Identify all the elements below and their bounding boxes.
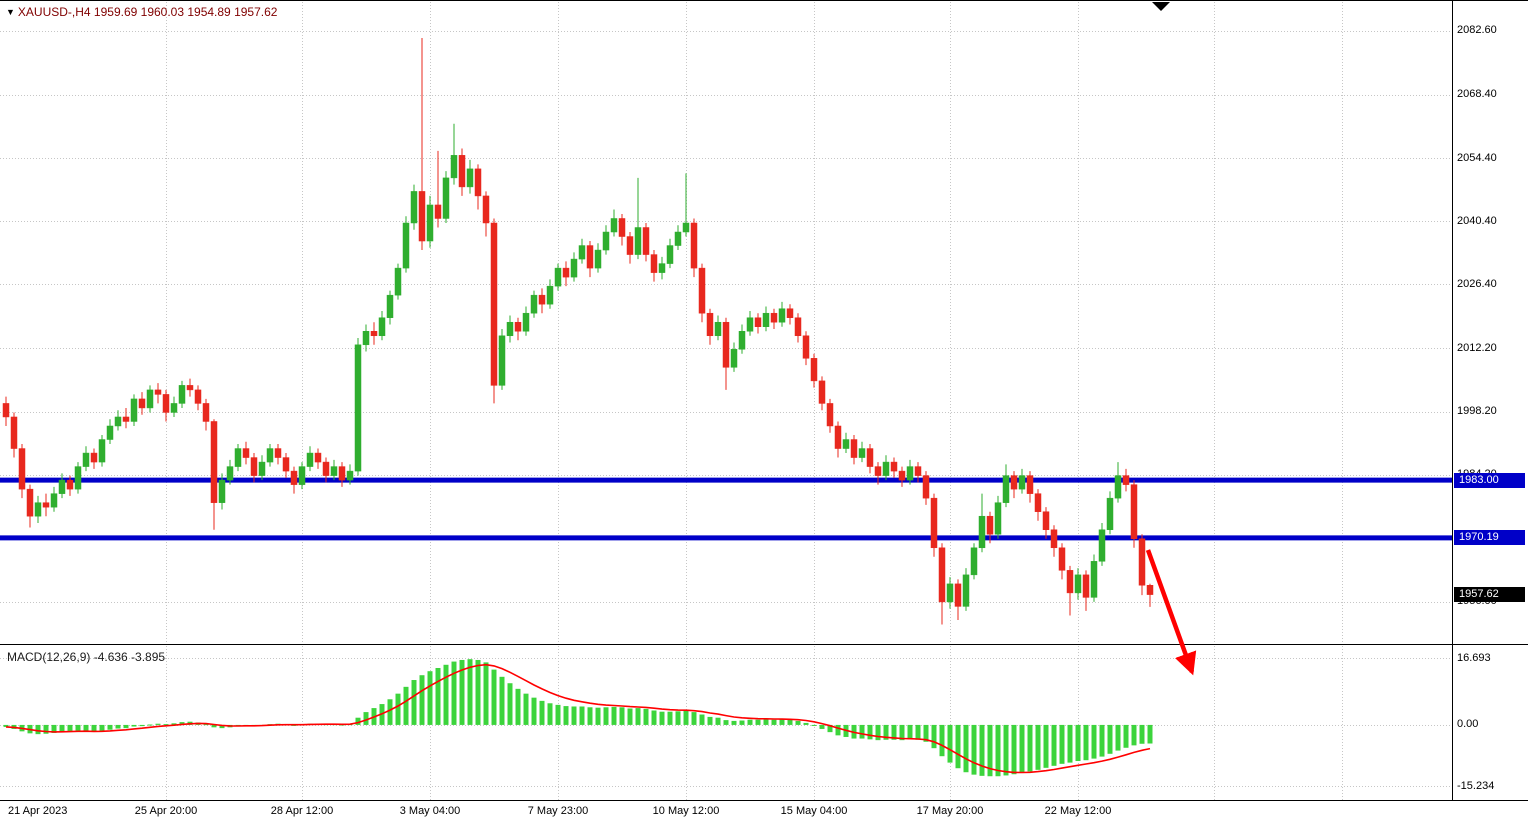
current-price-tag: 1957.62 [1454,587,1525,603]
price-axis-label: 2068.40 [1457,88,1497,101]
chart-title: XAUUSD-,H4 1959.69 1960.03 1954.89 1957.… [17,5,278,19]
macd-axis-label: 16.693 [1457,651,1491,664]
scroll-position-marker-icon[interactable] [1152,2,1170,11]
trend-arrow[interactable] [1145,549,1197,676]
time-axis-label: 17 May 20:00 [916,805,984,817]
time-axis-label: 25 Apr 20:00 [134,805,198,817]
macd-label: MACD(12,26,9) -4.636 -3.895 [7,650,166,664]
macd-axis-label: 0.00 [1457,718,1479,731]
time-axis-label: 3 May 04:00 [399,805,461,817]
time-axis-label: 10 May 12:00 [652,805,720,817]
price-axis-label: 2082.60 [1457,24,1497,37]
candles [2,38,1154,625]
symbol-menu-icon[interactable]: ▼ [6,7,15,17]
time-axis-label: 21 Apr 2023 [8,805,68,817]
macd-signal-line [5,663,1151,774]
macd-axis-label: -15.234 [1457,779,1495,792]
price-axis-label: 2040.40 [1457,214,1497,227]
horizontal-lines[interactable] [0,477,1452,541]
chart-header: ▼ XAUUSD-,H4 1959.69 1960.03 1954.89 1957… [6,5,277,19]
time-axis[interactable]: 21 Apr 2023 25 Apr 20:00 28 Apr 12:00 3 May… [0,805,1528,823]
time-axis-label: 7 May 23:00 [527,805,589,817]
time-axis-label: 22 May 12:00 [1044,805,1112,817]
price-axis-label: 2054.40 [1457,151,1497,164]
hline-price-tag-1970[interactable]: 1970.19 [1454,530,1525,546]
pane-borders [0,0,1528,801]
price-axis-label: 1998.20 [1457,405,1497,418]
time-axis-label: 28 Apr 12:00 [270,805,334,817]
price-axis-label: 2012.20 [1457,341,1497,354]
time-axis-label: 15 May 04:00 [780,805,848,817]
price-axis-label: 2026.40 [1457,277,1497,290]
price-axis[interactable]: 2082.60 2068.40 2054.40 2040.40 2026.40 2012.… [0,0,1528,800]
hline-price-tag-1983[interactable]: 1983.00 [1454,472,1525,488]
